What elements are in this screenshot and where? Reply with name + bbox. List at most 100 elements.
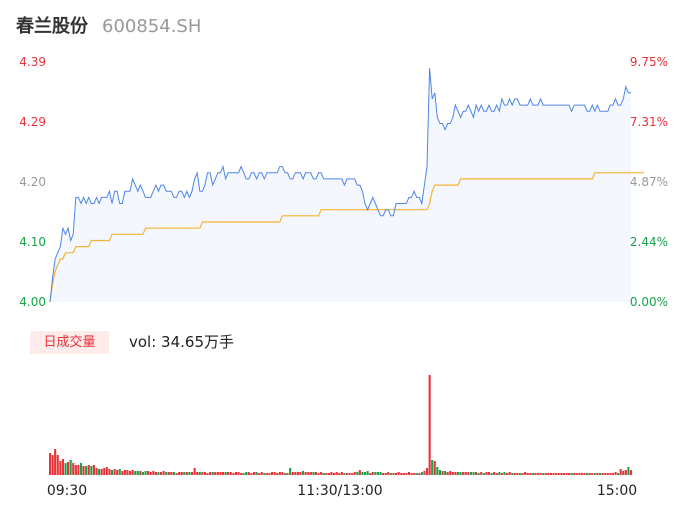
volume-bar [129, 471, 132, 475]
volume-bar [160, 472, 163, 475]
volume-bar [438, 470, 441, 475]
volume-bar [98, 469, 101, 475]
volume-bar [162, 471, 165, 475]
volume-bar [185, 472, 188, 475]
volume-bar [333, 473, 336, 475]
volume-bar [384, 473, 387, 475]
volume-bar [366, 471, 369, 475]
volume-bar [167, 472, 170, 475]
time-label: 11:30/13:00 [297, 483, 382, 499]
volume-bar [92, 465, 95, 475]
volume-bar [253, 472, 256, 475]
volume-bar [580, 473, 583, 475]
volume-bar [389, 473, 392, 475]
volume-bar [601, 473, 604, 475]
daily-volume-tab[interactable]: 日成交量 [30, 331, 109, 354]
volume-bar [294, 472, 297, 475]
volume-bar [570, 473, 573, 475]
volume-bar [552, 473, 555, 475]
volume-bar [361, 472, 364, 475]
volume-bar [265, 473, 268, 475]
volume-bar [382, 473, 385, 475]
volume-bar [118, 469, 121, 475]
volume-bar [51, 455, 54, 475]
volume-bar [304, 472, 307, 475]
volume-bar [591, 473, 594, 475]
volume-readout: vol: 34.65万手 [129, 333, 234, 351]
volume-bar [260, 472, 263, 475]
volume-bar [216, 472, 219, 475]
volume-bar [67, 462, 70, 475]
volume-bar [418, 473, 421, 475]
volume-bar [103, 468, 106, 475]
volume-bar [273, 472, 276, 475]
volume-bar [568, 473, 571, 475]
volume-bar [586, 473, 589, 475]
volume-bar [110, 470, 113, 475]
volume-bar [345, 473, 348, 475]
volume-bar [121, 471, 124, 475]
price-tick-label: 4.10 [19, 235, 46, 249]
volume-bar [511, 473, 514, 475]
volume-bar [201, 472, 204, 475]
volume-bar [263, 473, 266, 475]
volume-bar [178, 472, 181, 475]
volume-bar [609, 473, 612, 475]
volume-bar [493, 472, 496, 475]
volume-bar [206, 473, 209, 475]
volume-bar [539, 473, 542, 475]
volume-bar [322, 473, 325, 475]
volume-bar [555, 473, 558, 475]
volume-bar [149, 472, 152, 475]
volume-bar [562, 473, 565, 475]
volume-bar [234, 472, 237, 475]
volume-bar [59, 461, 62, 475]
volume-bar [348, 473, 351, 475]
volume-bar [180, 472, 183, 475]
volume-bar [54, 449, 57, 475]
volume-bar [198, 472, 201, 475]
volume-bar [573, 473, 576, 475]
volume-bar [165, 472, 168, 475]
volume-bar [123, 470, 126, 475]
volume-bar [325, 473, 328, 475]
volume-bar [105, 467, 108, 475]
price-tick-label: 4.00 [19, 295, 46, 309]
volume-bar [136, 471, 139, 475]
volume-bar [170, 472, 173, 475]
volume-bar [407, 472, 410, 475]
percent-tick-label: 2.44% [630, 235, 668, 249]
volume-bar [172, 472, 175, 475]
volume-bar [518, 473, 521, 475]
volume-bar [480, 472, 483, 475]
volume-bar [444, 471, 447, 475]
volume-bar [56, 455, 59, 475]
volume-bar [154, 472, 157, 475]
volume-bar [526, 473, 529, 475]
volume-bar [441, 471, 444, 475]
volume-bar [203, 472, 206, 475]
volume-bar [506, 473, 509, 475]
volume-bar [617, 473, 620, 475]
volume-bar [624, 470, 627, 475]
volume-bar [113, 469, 116, 475]
volume-bar [144, 471, 147, 475]
volume-bar [449, 471, 452, 475]
volume-bar [415, 473, 418, 475]
volume-bar [340, 472, 343, 475]
volume-bar [469, 472, 472, 475]
volume-bar [90, 466, 93, 475]
volume-bar [485, 472, 488, 475]
volume-bars [49, 375, 633, 475]
volume-bar [565, 473, 568, 475]
volume-bar [376, 472, 379, 475]
volume-bar [211, 472, 214, 475]
price-area [50, 68, 631, 302]
percent-tick-label: 7.31% [630, 115, 668, 129]
volume-bar [61, 459, 64, 475]
volume-bar [433, 461, 436, 475]
volume-bar [49, 453, 52, 475]
volume-bar [420, 472, 423, 475]
volume-bar [627, 467, 630, 475]
volume-bar [335, 472, 338, 475]
